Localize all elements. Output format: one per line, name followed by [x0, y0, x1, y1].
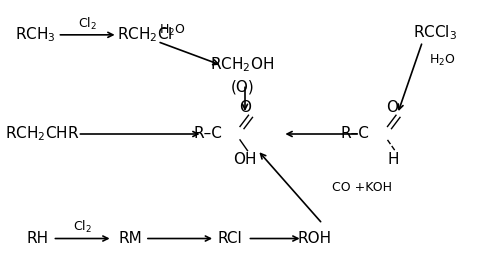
Text: R–C: R–C	[193, 126, 222, 142]
Text: RCH$_2$CHR: RCH$_2$CHR	[6, 125, 80, 143]
Text: Cl$_2$: Cl$_2$	[78, 16, 97, 32]
Text: RH: RH	[26, 231, 48, 246]
Text: ROH: ROH	[298, 231, 332, 246]
Text: O: O	[239, 100, 251, 115]
Text: RCH$_3$: RCH$_3$	[14, 25, 56, 44]
Text: H$_2$O: H$_2$O	[159, 23, 186, 38]
Text: Cl$_2$: Cl$_2$	[73, 218, 92, 234]
Text: OH: OH	[233, 152, 257, 167]
Text: RCl: RCl	[218, 231, 242, 246]
Text: H: H	[388, 152, 399, 167]
Text: RCCl$_3$: RCCl$_3$	[413, 23, 457, 42]
Text: CO +KOH: CO +KOH	[332, 181, 392, 194]
Text: R–C: R–C	[340, 126, 370, 142]
Text: RCH$_2$OH
(O): RCH$_2$OH (O)	[210, 56, 274, 94]
Text: H$_2$O: H$_2$O	[429, 53, 456, 68]
Text: RM: RM	[118, 231, 142, 246]
Text: RCH$_2$Cl: RCH$_2$Cl	[117, 25, 173, 44]
Text: O: O	[386, 100, 398, 115]
